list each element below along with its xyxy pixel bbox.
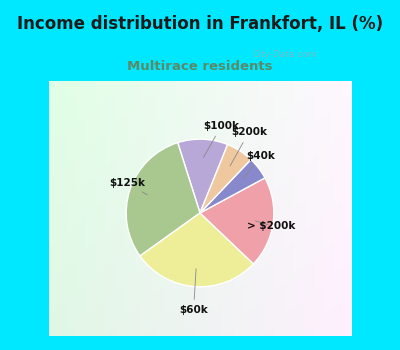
Text: City-Data.com: City-Data.com xyxy=(252,50,317,60)
Wedge shape xyxy=(200,145,251,213)
Text: $40k: $40k xyxy=(244,150,275,178)
Wedge shape xyxy=(140,213,254,287)
Text: $60k: $60k xyxy=(179,269,208,315)
Text: > $200k: > $200k xyxy=(247,220,295,231)
Wedge shape xyxy=(200,178,274,264)
Text: $125k: $125k xyxy=(109,178,147,195)
Wedge shape xyxy=(200,160,265,213)
Text: Multirace residents: Multirace residents xyxy=(127,60,273,72)
Wedge shape xyxy=(126,143,200,256)
Text: $200k: $200k xyxy=(230,127,267,166)
Text: Income distribution in Frankfort, IL (%): Income distribution in Frankfort, IL (%) xyxy=(17,15,383,33)
Wedge shape xyxy=(178,139,228,213)
Text: $100k: $100k xyxy=(203,121,239,158)
